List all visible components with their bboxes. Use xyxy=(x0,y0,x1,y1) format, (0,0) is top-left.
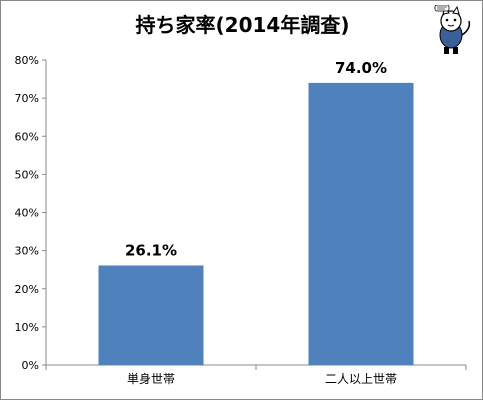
y-tick-label: 70% xyxy=(15,92,39,105)
x-tick-label: 二人以上世帯 xyxy=(325,372,397,386)
cat-mascot-icon xyxy=(434,5,471,54)
y-tick-label: 80% xyxy=(15,54,39,67)
bar xyxy=(98,265,204,365)
y-tick-label: 10% xyxy=(15,321,39,334)
y-tick-label: 40% xyxy=(15,207,39,220)
data-label: 26.1% xyxy=(125,241,177,259)
bar xyxy=(308,82,414,365)
y-tick-label: 0% xyxy=(22,359,39,372)
data-label: 74.0% xyxy=(335,59,387,77)
y-tick-label: 50% xyxy=(15,168,39,181)
y-tick-label: 60% xyxy=(15,130,39,143)
y-tick-label: 20% xyxy=(15,283,39,296)
x-tick-label: 単身世帯 xyxy=(127,371,175,386)
chart-title: 持ち家率(2014年調査) xyxy=(135,13,350,37)
y-tick-label: 30% xyxy=(15,245,39,258)
